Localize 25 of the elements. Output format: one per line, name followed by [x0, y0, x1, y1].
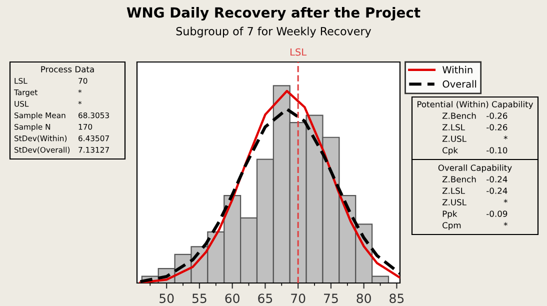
text: Cpm * — [442, 222, 508, 230]
chart-title: WNG Daily Recovery after the Project — [126, 6, 420, 21]
x-tick-label: 85 — [390, 294, 404, 304]
text: Process Data — [41, 66, 94, 72]
x-tick-label: 65 — [258, 294, 272, 304]
legend-label: Within — [442, 66, 472, 74]
x-tick-label: 60 — [225, 294, 240, 304]
text: Z.USL * — [442, 136, 508, 142]
text: Z.Bench -0.24 — [442, 176, 508, 182]
ref-line-label: LSL — [290, 48, 307, 56]
text: Overall Capability — [438, 164, 512, 173]
text: Potential (Within) Capability — [418, 100, 534, 110]
x-tick-label: 55 — [192, 294, 206, 304]
text: Ppk -0.09 — [442, 210, 508, 219]
text: Z.LSL -0.24 — [442, 188, 508, 194]
text: Z.LSL -0.26 — [442, 124, 508, 130]
legend-label: Overall — [442, 80, 476, 88]
x-tick-label: 70 — [291, 294, 306, 304]
x-tick-label: 75 — [324, 294, 338, 304]
text: Cpk -0.10 — [442, 146, 508, 156]
x-tick-label: 80 — [356, 294, 371, 304]
x-tick-label: 50 — [160, 294, 174, 304]
text: Z.Bench -0.26 — [442, 112, 508, 119]
text: Z.USL * — [442, 199, 508, 206]
chart-subtitle: Subgroup of 7 for Weekly Recovery — [176, 26, 372, 38]
